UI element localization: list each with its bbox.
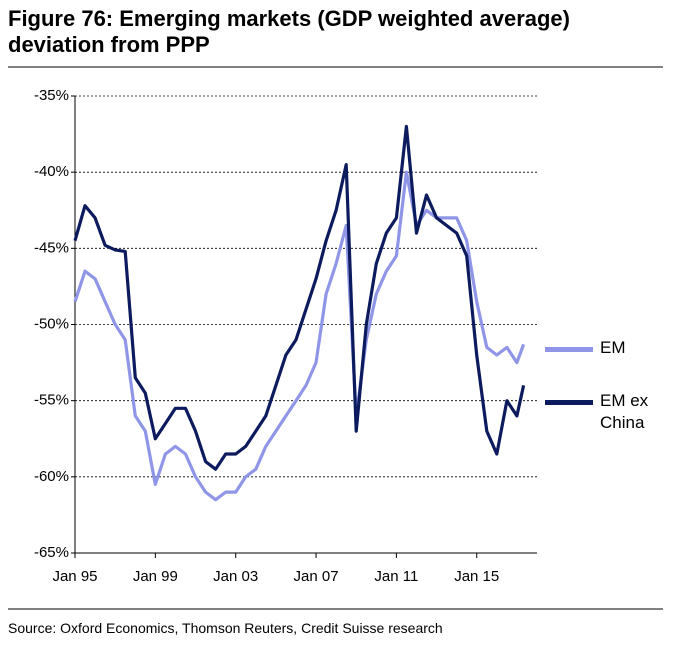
x-tick-label: Jan 03 — [213, 568, 258, 585]
legend-swatch — [545, 347, 593, 352]
x-tick-label: Jan 15 — [454, 568, 499, 585]
y-tick-label: -35% — [34, 87, 69, 104]
y-tick-label: -65% — [34, 544, 69, 561]
y-tick-label: -60% — [34, 468, 69, 485]
legend-label: EM — [600, 338, 626, 357]
x-tick-label: Jan 99 — [133, 568, 178, 585]
x-tick-label: Jan 11 — [374, 568, 418, 585]
legend-swatch — [545, 400, 593, 405]
chart-title: Figure 76: Emerging markets (GDP weighte… — [8, 6, 570, 57]
y-tick-label: -45% — [34, 239, 69, 256]
x-tick-label: Jan 95 — [52, 568, 97, 585]
x-tick-label: Jan 07 — [294, 568, 339, 585]
y-tick-label: -50% — [34, 315, 69, 332]
source-note: Source: Oxford Economics, Thomson Reuter… — [8, 620, 443, 636]
y-tick-label: -55% — [34, 392, 69, 409]
series-line — [73, 124, 526, 471]
y-tick-label: -40% — [34, 163, 69, 180]
series-line — [73, 170, 526, 502]
legend-label: EM ex China — [600, 391, 649, 432]
